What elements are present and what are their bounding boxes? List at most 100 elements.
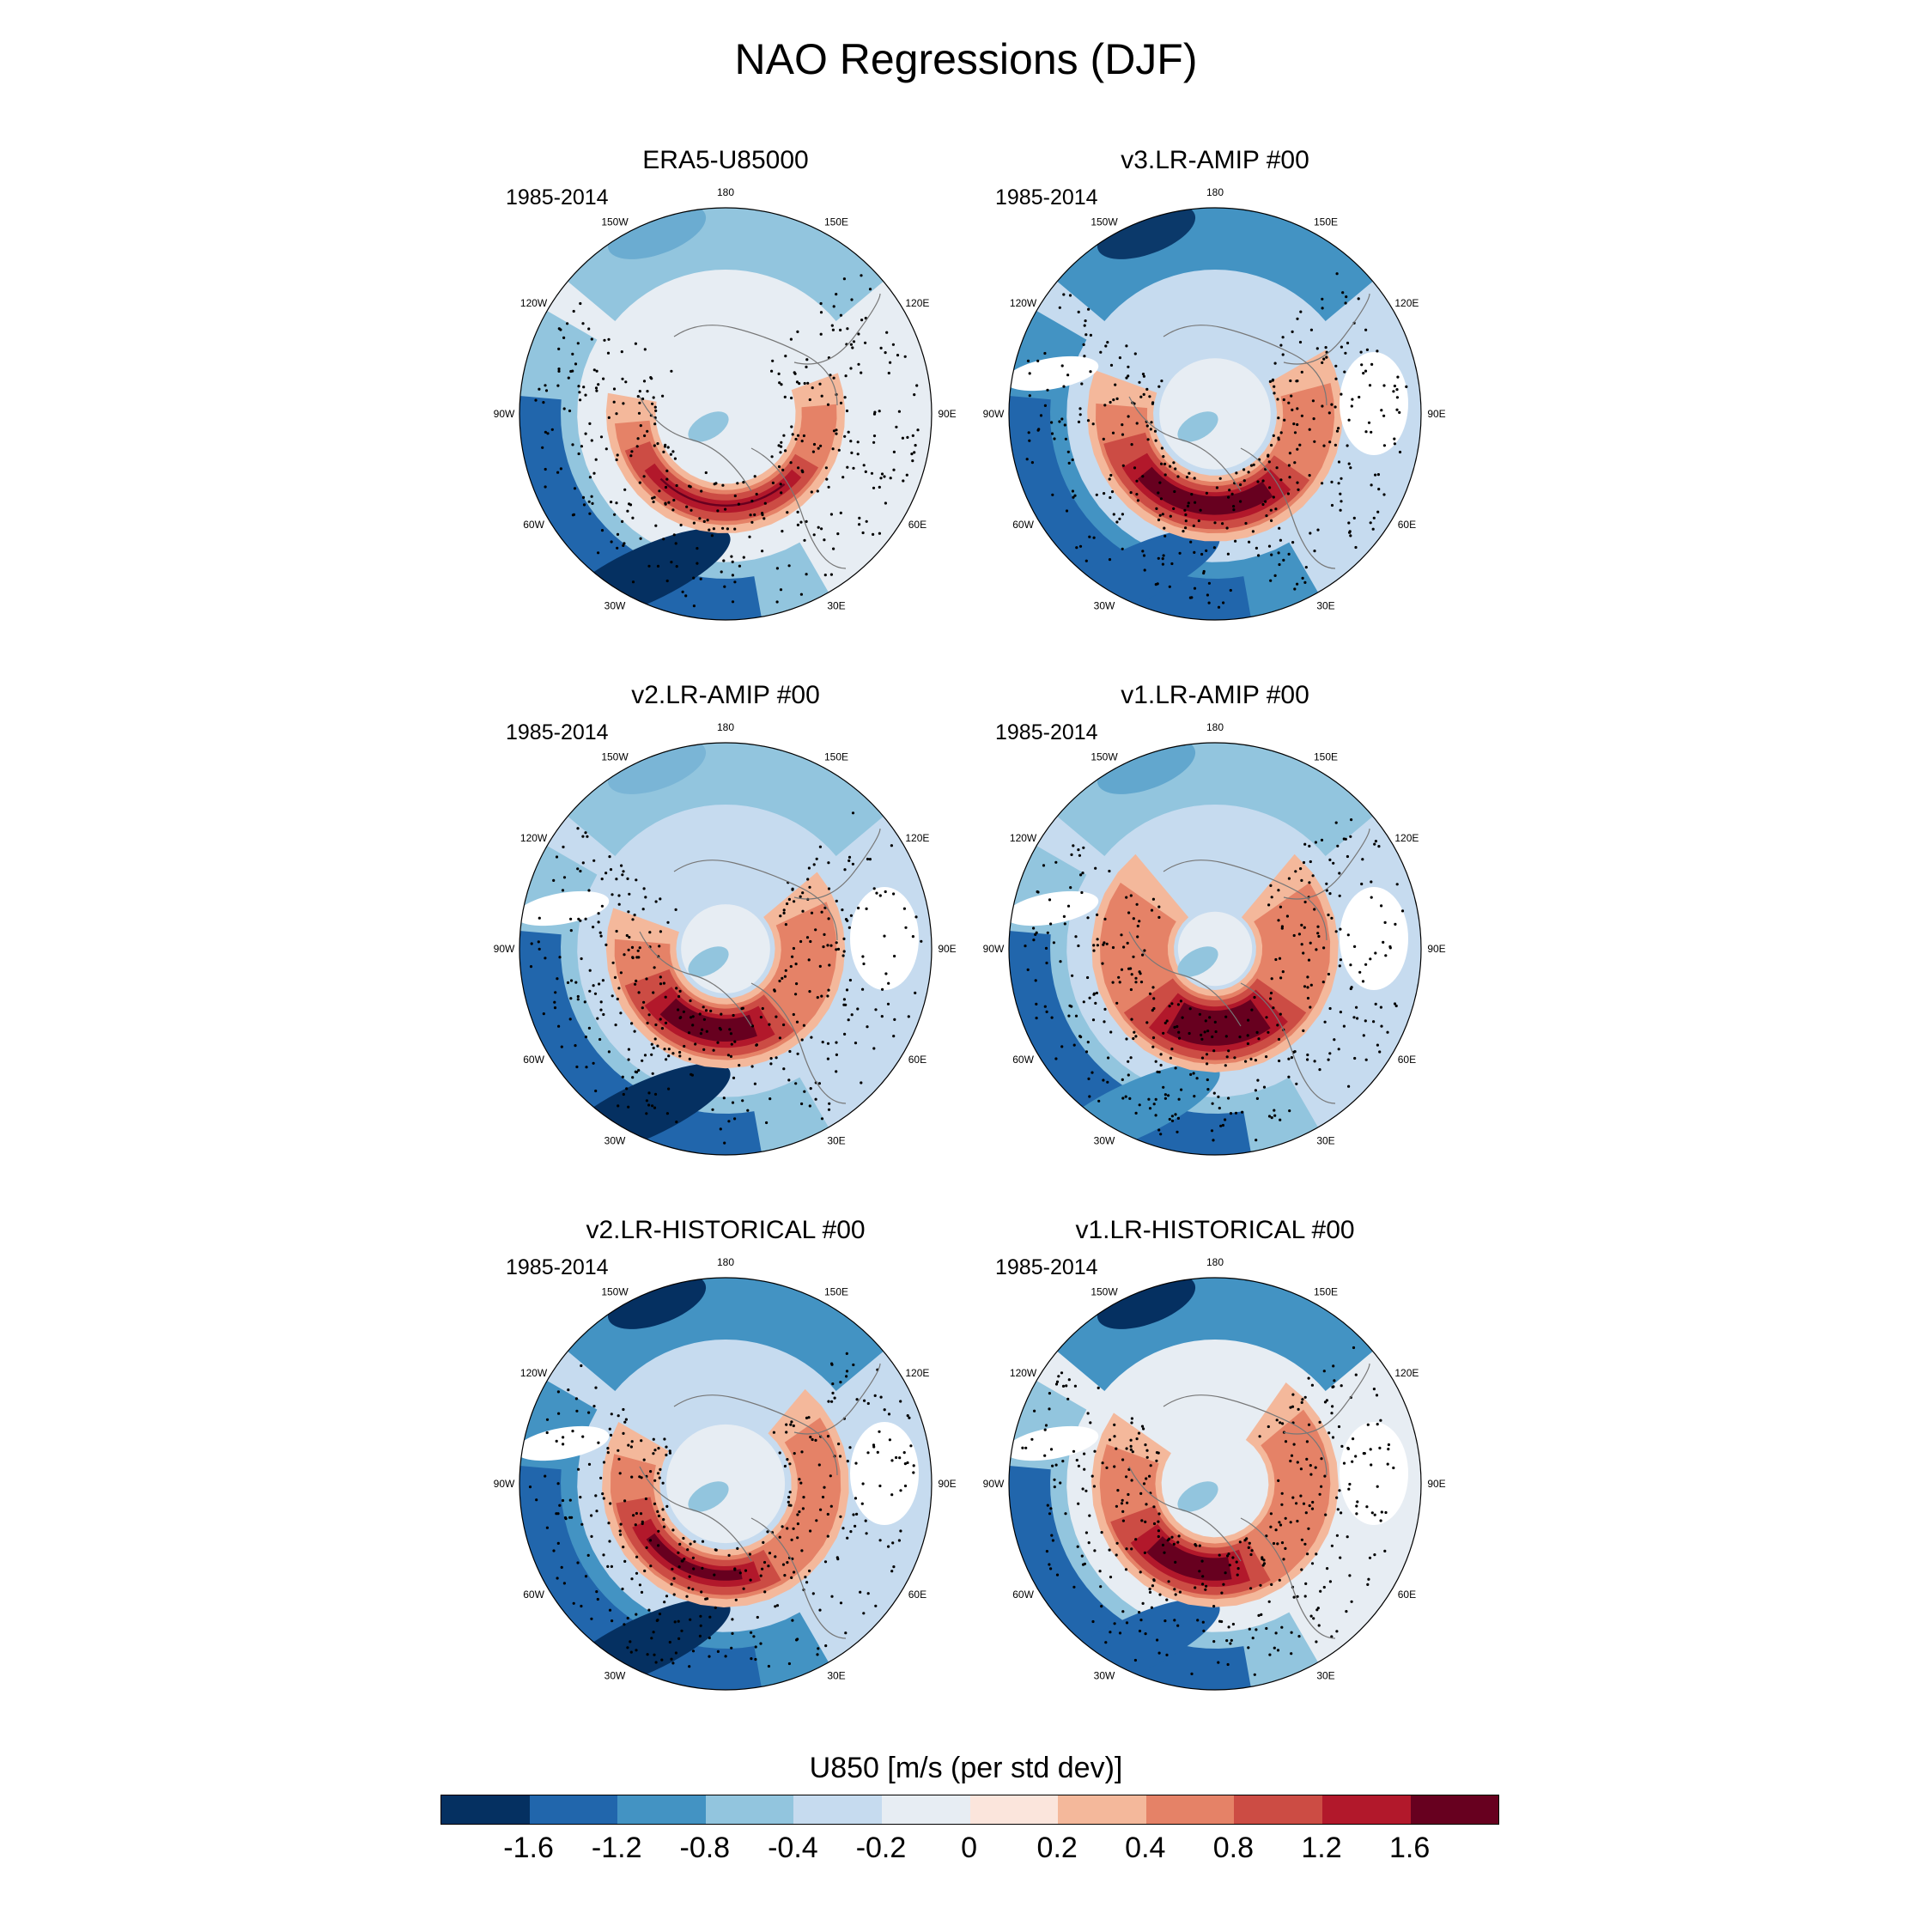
longitude-label: 150E <box>824 751 848 763</box>
field-contours <box>519 743 932 1155</box>
longitude-label: 60W <box>523 1054 544 1066</box>
colorbar-label: -0.2 <box>855 1832 907 1864</box>
longitude-label: 180 <box>717 186 734 198</box>
longitude-label: 150W <box>1091 216 1118 228</box>
panel-period: 1985-2014 <box>995 185 1098 210</box>
longitude-label: 90E <box>938 408 956 420</box>
longitude-label: 90E <box>1427 943 1445 955</box>
longitude-label: 120W <box>520 832 548 844</box>
map-panel-v1-amip: v1.LR-AMIP #00 1985-2014 030E60E90E120E1… <box>983 681 1447 1162</box>
panel-title: v2.LR-HISTORICAL #00 <box>586 1216 866 1244</box>
longitude-label: 120E <box>905 832 929 844</box>
polar-map: 030E60E90E120E150E180150W120W90W60W30W <box>494 1256 957 1691</box>
colorbar-swatch <box>969 1795 1059 1824</box>
longitude-label: 150W <box>1091 751 1118 763</box>
longitude-label: 90W <box>494 943 515 955</box>
longitude-label: 90E <box>1427 408 1445 420</box>
longitude-label: 180 <box>717 1256 734 1268</box>
longitude-label: 180 <box>1206 721 1224 733</box>
longitude-label: 30W <box>1094 1669 1115 1681</box>
longitude-label: 90E <box>1427 1478 1445 1490</box>
longitude-label: 150W <box>601 1286 629 1298</box>
panel-title: v2.LR-AMIP #00 <box>631 681 820 709</box>
longitude-label: 60E <box>1398 519 1416 531</box>
longitude-label: 180 <box>1206 186 1224 198</box>
longitude-label: 30W <box>605 1134 626 1146</box>
field-contours <box>519 208 932 620</box>
longitude-label: 90W <box>983 943 1005 955</box>
longitude-label: 150E <box>1314 216 1338 228</box>
colorbar-swatch <box>793 1795 882 1824</box>
longitude-label: 90W <box>983 1478 1005 1490</box>
longitude-label: 30E <box>827 1669 845 1681</box>
longitude-label: 30E <box>827 1134 845 1146</box>
longitude-label: 90E <box>938 943 956 955</box>
longitude-label: 30W <box>605 599 626 611</box>
longitude-label: 180 <box>1206 1256 1224 1268</box>
colorbar-label: 1.6 <box>1388 1832 1431 1864</box>
longitude-label: 30E <box>1316 1134 1334 1146</box>
longitude-label: 120E <box>1394 832 1419 844</box>
panel-period: 1985-2014 <box>506 720 609 744</box>
colorbar-swatch <box>1145 1795 1235 1824</box>
panel-period: 1985-2014 <box>995 720 1098 744</box>
longitude-label: 120E <box>905 297 929 309</box>
longitude-label: 60W <box>1012 519 1034 531</box>
longitude-label: 30W <box>605 1669 626 1681</box>
colorbar-swatch <box>617 1795 706 1824</box>
longitude-label: 90W <box>983 408 1005 420</box>
colorbar-title: U850 [m/s (per std dev)] <box>809 1752 1123 1784</box>
longitude-label: 30E <box>1316 599 1334 611</box>
field-contours <box>1009 208 1421 620</box>
map-panel-v2-historical: v2.LR-HISTORICAL #00 1985-2014 030E60E90… <box>494 1216 957 1697</box>
map-panel-v1-historical: v1.LR-HISTORICAL #00 1985-2014 030E60E90… <box>983 1216 1447 1697</box>
field-contours <box>519 1278 932 1690</box>
panel-period: 1985-2014 <box>995 1255 1098 1279</box>
colorbar-swatch <box>529 1795 618 1824</box>
colorbar-swatch <box>1321 1795 1411 1824</box>
longitude-label: 60W <box>523 1589 544 1601</box>
longitude-label: 150E <box>824 1286 848 1298</box>
colorbar-label: -1.6 <box>503 1832 554 1864</box>
colorbar-label: 0.8 <box>1212 1832 1255 1864</box>
longitude-label: 120W <box>1010 832 1037 844</box>
longitude-label: 120E <box>1394 297 1419 309</box>
panel-period: 1985-2014 <box>506 185 609 210</box>
longitude-label: 120E <box>905 1367 929 1379</box>
colorbar-swatch <box>705 1795 794 1824</box>
map-panel-v3-amip: v3.LR-AMIP #00 1985-2014 030E60E90E120E1… <box>983 146 1447 627</box>
longitude-label: 150E <box>1314 751 1338 763</box>
longitude-label: 150W <box>1091 1286 1118 1298</box>
panel-title: ERA5-U85000 <box>642 146 809 174</box>
colorbar-label: 0 <box>961 1832 978 1864</box>
map-panel-v2-amip: v2.LR-AMIP #00 1985-2014 030E60E90E120E1… <box>494 681 957 1162</box>
panel-title: v1.LR-AMIP #00 <box>1121 681 1309 709</box>
colorbar-label: -1.2 <box>591 1832 642 1864</box>
panel-title: v1.LR-HISTORICAL #00 <box>1075 1216 1355 1244</box>
longitude-label: 30E <box>827 599 845 611</box>
colorbar-swatch <box>881 1795 970 1824</box>
longitude-label: 60E <box>1398 1054 1416 1066</box>
colorbar-swatch <box>1058 1795 1146 1824</box>
longitude-label: 90W <box>494 1478 515 1490</box>
colorbar-swatch <box>1410 1795 1499 1824</box>
longitude-label: 30W <box>1094 1134 1115 1146</box>
longitude-label: 150W <box>601 216 629 228</box>
colorbar-swatch <box>1234 1795 1322 1824</box>
longitude-label: 150W <box>601 751 629 763</box>
polar-map: 030E60E90E120E150E180150W120W90W60W30W <box>494 186 957 621</box>
colorbar <box>440 1795 1500 1825</box>
map-panel-era5: ERA5-U85000 1985-2014 030E60E90E120E150E… <box>494 146 957 627</box>
longitude-label: 90W <box>494 408 515 420</box>
longitude-label: 30E <box>1316 1669 1334 1681</box>
longitude-label: 90E <box>938 1478 956 1490</box>
longitude-label: 60E <box>908 519 927 531</box>
colorbar-label: 0.2 <box>1036 1832 1078 1864</box>
polar-map: 030E60E90E120E150E180150W120W90W60W30W <box>494 721 957 1156</box>
colorbar-label: 0.4 <box>1125 1832 1166 1864</box>
panel-title: v3.LR-AMIP #00 <box>1121 146 1309 174</box>
panel-period: 1985-2014 <box>506 1255 609 1279</box>
polar-map: 030E60E90E120E150E180150W120W90W60W30W <box>983 186 1446 621</box>
colorbar-label: -0.4 <box>768 1832 818 1864</box>
colorbar-swatch <box>441 1795 530 1824</box>
